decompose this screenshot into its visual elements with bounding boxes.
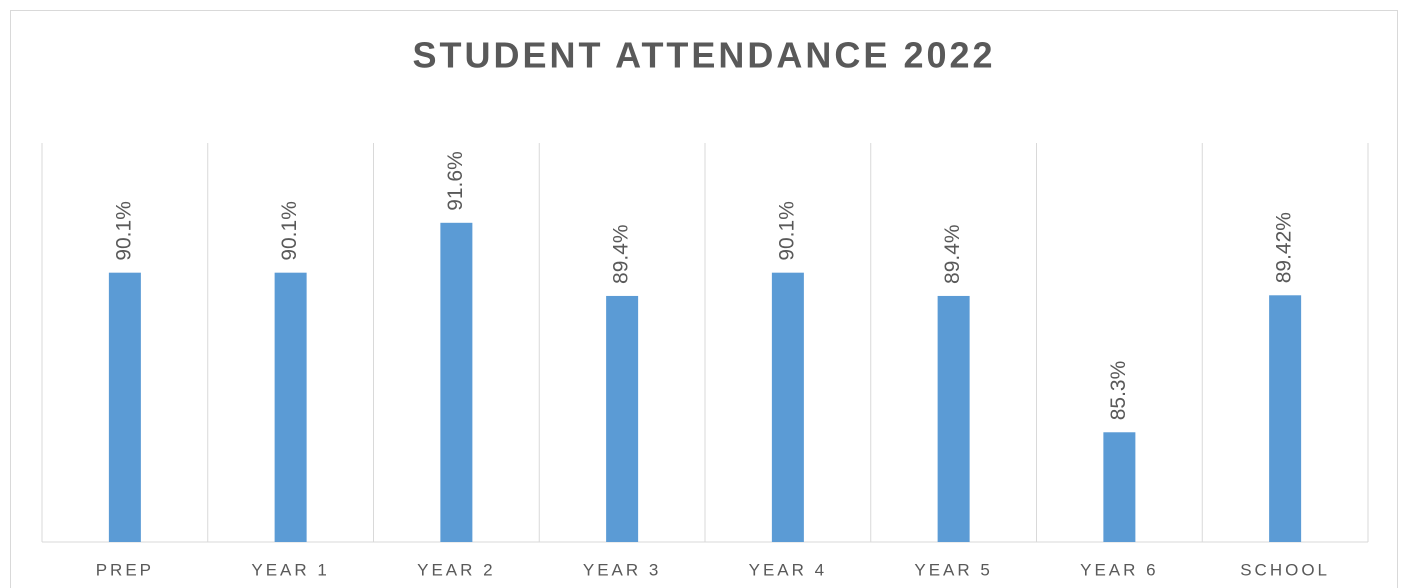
- bar: [606, 295, 639, 542]
- x-tick-label: PREP: [96, 560, 154, 579]
- x-tick-label: SCHOOL: [1240, 560, 1330, 579]
- bar: [274, 272, 307, 542]
- chart-border: [10, 10, 1398, 588]
- x-tick-label: YEAR 1: [251, 560, 329, 579]
- bar: [1269, 295, 1302, 542]
- bar: [440, 222, 473, 543]
- data-label: 89.4%: [610, 224, 633, 284]
- chart-title: STUDENT ATTENDANCE 2022: [412, 35, 995, 76]
- bar: [108, 272, 141, 542]
- x-tick-label: YEAR 3: [583, 560, 661, 579]
- data-label: 90.1%: [775, 201, 798, 261]
- data-label: 90.1%: [278, 201, 301, 261]
- x-tick-label: YEAR 5: [914, 560, 992, 579]
- x-tick-label: YEAR 4: [749, 560, 827, 579]
- bar: [771, 272, 804, 542]
- data-label: 90.1%: [112, 201, 135, 261]
- x-tick-label: YEAR 6: [1080, 560, 1158, 579]
- data-label: 85.3%: [1107, 361, 1130, 421]
- bar: [937, 295, 970, 542]
- data-label: 91.6%: [444, 151, 467, 211]
- x-tick-label: YEAR 2: [417, 560, 495, 579]
- data-label: 89.42%: [1273, 212, 1296, 283]
- bar: [1103, 432, 1136, 542]
- data-label: 89.4%: [941, 224, 964, 284]
